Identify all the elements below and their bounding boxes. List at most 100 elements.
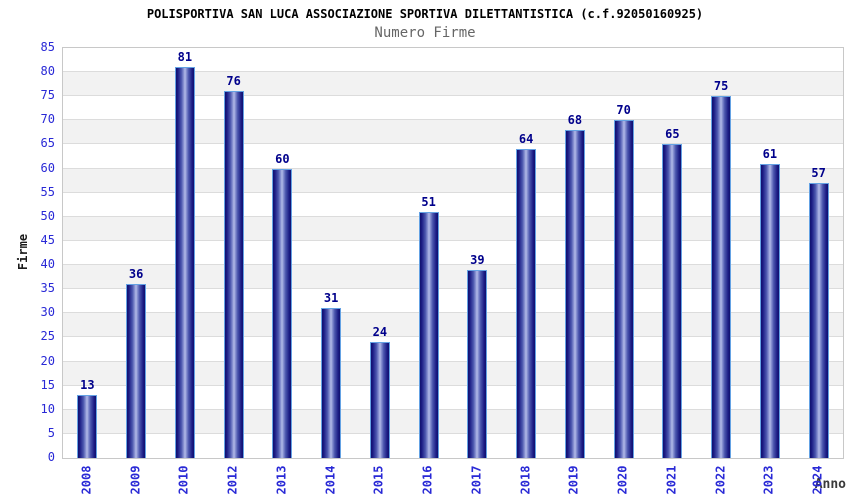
gridline (63, 288, 843, 290)
bar-2009 (126, 284, 147, 458)
gridline (63, 119, 843, 121)
x-tick-2013: 2013 (272, 461, 290, 499)
x-tick-2018: 2018 (516, 461, 534, 499)
y-tick-35: 35 (40, 281, 55, 296)
x-tick-2023: 2023 (760, 461, 778, 499)
y-tick-5: 5 (47, 425, 55, 440)
bar-value-2015: 24 (372, 325, 388, 339)
x-tick-2012: 2012 (224, 461, 242, 499)
y-tick-75: 75 (40, 88, 55, 103)
chart-title: POLISPORTIVA SAN LUCA ASSOCIAZIONE SPORT… (146, 7, 704, 21)
gridline (63, 432, 843, 434)
y-tick-80: 80 (40, 64, 55, 79)
x-tick-label: 2024 (810, 465, 825, 495)
x-tick-2020: 2020 (614, 461, 632, 499)
x-tick-label: 2017 (469, 465, 484, 495)
x-tick-label: 2021 (664, 465, 679, 495)
bar-value-2014: 31 (323, 291, 339, 305)
chart-subtitle: Numero Firme (374, 25, 476, 41)
gridline (63, 312, 843, 314)
bar-value-2019: 68 (567, 113, 583, 127)
plot-area: 13 36 81 76 60 31 24 51 39 64 68 70 65 75 61 57 (62, 47, 844, 459)
bar-value-2016: 51 (421, 195, 436, 209)
gridline (63, 360, 843, 362)
bar-value-2009: 36 (128, 267, 144, 281)
x-tick-2017: 2017 (467, 461, 485, 499)
x-tick-label: 2010 (176, 465, 191, 495)
y-tick-60: 60 (40, 160, 55, 175)
gridline (63, 191, 843, 193)
x-tick-label: 2012 (225, 465, 240, 495)
bar-value-2017: 39 (470, 253, 485, 267)
bar-2022 (711, 96, 732, 458)
y-tick-70: 70 (40, 112, 55, 127)
y-tick-20: 20 (40, 353, 55, 368)
bar-2013 (272, 169, 293, 458)
x-axis-label: Anno (814, 477, 846, 492)
y-axis-label-wrap: Firme (14, 47, 32, 457)
gridline (63, 408, 843, 410)
x-tick-label: 2018 (518, 465, 533, 495)
y-tick-55: 55 (40, 184, 55, 199)
bar-value-2022: 75 (713, 79, 729, 93)
y-tick-30: 30 (40, 305, 55, 320)
x-tick-label: 2019 (566, 465, 581, 495)
y-tick-10: 10 (40, 401, 55, 416)
x-tick-label: 2020 (615, 465, 630, 495)
bar-value-2010: 81 (177, 50, 193, 64)
x-tick-label: 2015 (371, 465, 386, 495)
gridline (63, 336, 843, 338)
bar-2023 (759, 164, 780, 458)
bar-2012 (223, 91, 244, 458)
bar-2024 (808, 183, 829, 458)
x-tick-label: 2016 (420, 465, 435, 495)
bar-value-2023: 61 (762, 147, 778, 161)
x-tick-2016: 2016 (419, 461, 437, 499)
x-tick-label: 2013 (274, 465, 289, 495)
y-tick-50: 50 (40, 208, 55, 223)
bar-2014 (321, 308, 342, 458)
gridline (63, 215, 843, 217)
x-tick-2014: 2014 (321, 461, 339, 499)
bar-2017 (467, 270, 488, 458)
x-tick-2022: 2022 (711, 461, 729, 499)
bar-value-2021: 65 (665, 127, 680, 141)
x-tick-2010: 2010 (175, 461, 193, 499)
gridline (63, 71, 843, 73)
gridline (63, 167, 843, 169)
gridline (63, 143, 843, 145)
x-tick-label: 2009 (128, 465, 143, 495)
y-tick-45: 45 (40, 232, 55, 247)
bar-2015 (369, 342, 390, 458)
bar-2018 (516, 149, 537, 458)
gridline (63, 239, 843, 241)
bar-2016 (418, 212, 439, 458)
gridline (63, 384, 843, 386)
y-tick-40: 40 (40, 257, 55, 272)
x-tick-2024: 2024 (809, 461, 827, 499)
bar-2020 (613, 120, 634, 458)
bar-value-2018: 64 (518, 132, 534, 146)
x-tick-2019: 2019 (565, 461, 583, 499)
gridline (63, 95, 843, 97)
x-tick-2009: 2009 (126, 461, 144, 499)
bar-2021 (662, 144, 683, 458)
bar-2008 (77, 395, 98, 458)
bar-2010 (174, 67, 195, 458)
y-tick-85: 85 (40, 40, 55, 54)
y-tick-25: 25 (40, 329, 55, 344)
bar-value-2024: 57 (811, 166, 826, 180)
y-tick-0: 0 (47, 450, 55, 464)
y-tick-65: 65 (40, 136, 55, 151)
x-tick-label: 2022 (713, 465, 728, 495)
x-tick-2021: 2021 (662, 461, 680, 499)
bar-value-2012: 76 (226, 74, 241, 88)
bar-value-2020: 70 (616, 103, 631, 117)
x-tick-label: 2023 (761, 465, 776, 495)
x-tick-label: 2008 (79, 465, 94, 495)
bar-2019 (564, 130, 585, 458)
y-tick-15: 15 (40, 377, 55, 392)
x-tick-label: 2014 (323, 465, 338, 495)
bar-value-2008: 13 (80, 378, 95, 392)
